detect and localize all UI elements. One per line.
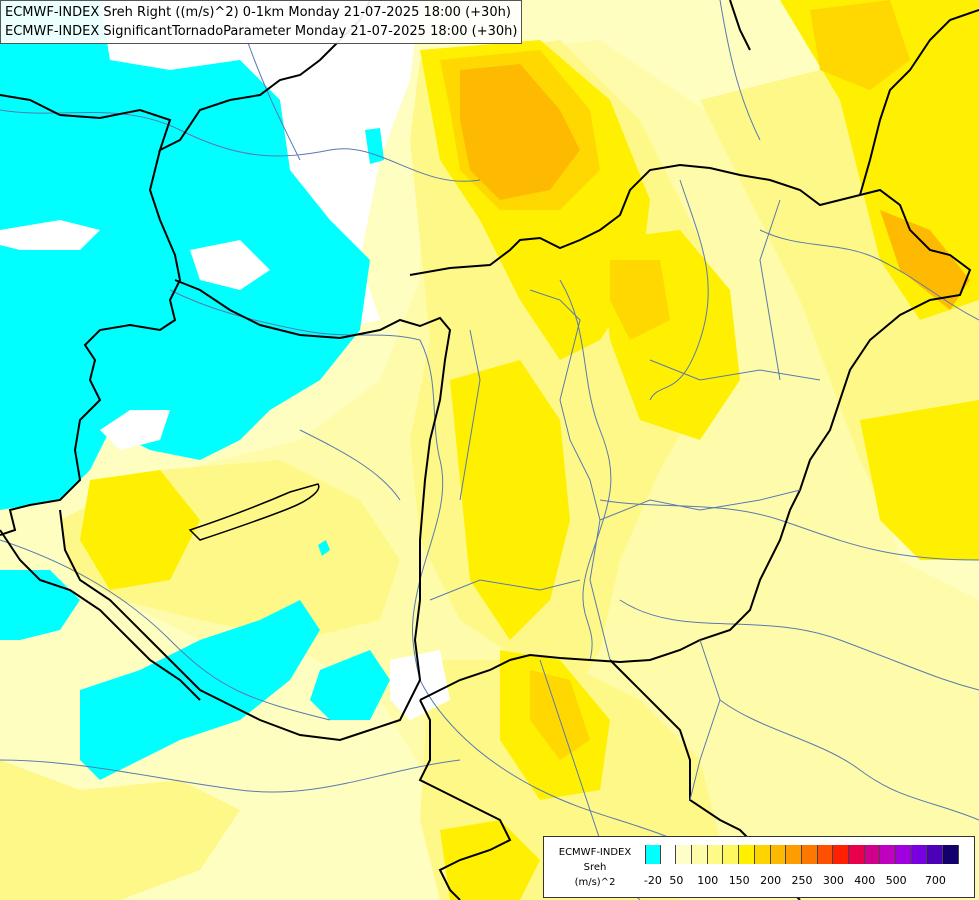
legend-tick-label: 400 bbox=[854, 874, 876, 887]
legend-color-cell bbox=[880, 845, 896, 864]
color-legend: ECMWF-INDEX Sreh (m/s)^2 -20 50 100 150 200 2… bbox=[543, 836, 975, 898]
legend-tick-label: 50 bbox=[669, 874, 684, 887]
legend-color-cell bbox=[911, 845, 928, 864]
deep-yellow-zone-south bbox=[530, 670, 590, 760]
orange-zone-east bbox=[880, 210, 970, 310]
white-patch-2 bbox=[100, 410, 170, 450]
legend-color-cell bbox=[864, 845, 881, 864]
yellow-zone-west bbox=[80, 470, 200, 590]
legend-color-cell bbox=[754, 845, 771, 864]
cyan-spot-1 bbox=[318, 540, 330, 556]
legend-color-cell bbox=[660, 845, 677, 864]
legend-tick-label: 500 bbox=[885, 874, 907, 887]
legend-variable: Sreh bbox=[583, 862, 607, 873]
region-borders bbox=[429, 199, 821, 801]
cyan-spot-2 bbox=[365, 128, 384, 164]
legend-color-cell bbox=[786, 845, 802, 864]
legend-tick-labels: -20 50 100 150 200 250 300 400 500 700 bbox=[643, 874, 975, 888]
map-title-box: ECMWF-INDEX Sreh Right ((m/s)^2) 0-1km M… bbox=[0, 0, 523, 44]
legend-color-cell bbox=[707, 845, 724, 864]
white-zone-south bbox=[390, 650, 450, 720]
legend-tick-label: -20 bbox=[643, 874, 662, 887]
white-patch-1 bbox=[0, 220, 100, 250]
legend-color-cell bbox=[833, 845, 849, 864]
legend-color-cell bbox=[896, 845, 912, 864]
title-line-stp: ECMWF-INDEX SignificantTornadoParameter … bbox=[5, 24, 518, 39]
cyan-zone-northwest bbox=[0, 0, 370, 510]
legend-color-cell bbox=[739, 845, 755, 864]
legend-color-cell bbox=[801, 845, 818, 864]
white-patch-3 bbox=[190, 240, 270, 290]
yellow-zone-far-east bbox=[860, 400, 979, 560]
deep-yellow-zone-northeast bbox=[810, 0, 910, 90]
lake-balaton bbox=[188, 483, 320, 541]
legend-color-cell bbox=[723, 845, 740, 864]
title-line-sreh: ECMWF-INDEX Sreh Right ((m/s)^2) 0-1km M… bbox=[5, 5, 511, 20]
legend-color-cell bbox=[692, 845, 708, 864]
legend-color-cell bbox=[770, 845, 787, 864]
yellow-zone-central bbox=[450, 360, 570, 640]
cyan-zone-south-2 bbox=[310, 650, 390, 720]
legend-color-cell bbox=[817, 845, 834, 864]
yellow-zone-bottom bbox=[440, 820, 540, 900]
legend-tick-label: 200 bbox=[760, 874, 782, 887]
legend-color-cell bbox=[676, 845, 693, 864]
legend-source: ECMWF-INDEX bbox=[558, 847, 632, 858]
legend-color-cell bbox=[848, 845, 865, 864]
legend-tick-label: 150 bbox=[728, 874, 750, 887]
legend-color-bar bbox=[645, 845, 959, 864]
legend-color-cell bbox=[943, 845, 959, 864]
deep-yellow-zone-central bbox=[610, 260, 670, 340]
legend-tick-label: 250 bbox=[791, 874, 813, 887]
legend-color-cell bbox=[927, 845, 944, 864]
legend-tick-label: 300 bbox=[822, 874, 844, 887]
legend-tick-label: 700 bbox=[924, 874, 946, 887]
legend-unit: (m/s)^2 bbox=[574, 877, 616, 888]
orange-zone-north bbox=[460, 64, 580, 200]
legend-color-cell bbox=[645, 845, 661, 864]
legend-tick-label: 100 bbox=[697, 874, 719, 887]
light-yellow-zone-southwest bbox=[0, 760, 240, 900]
